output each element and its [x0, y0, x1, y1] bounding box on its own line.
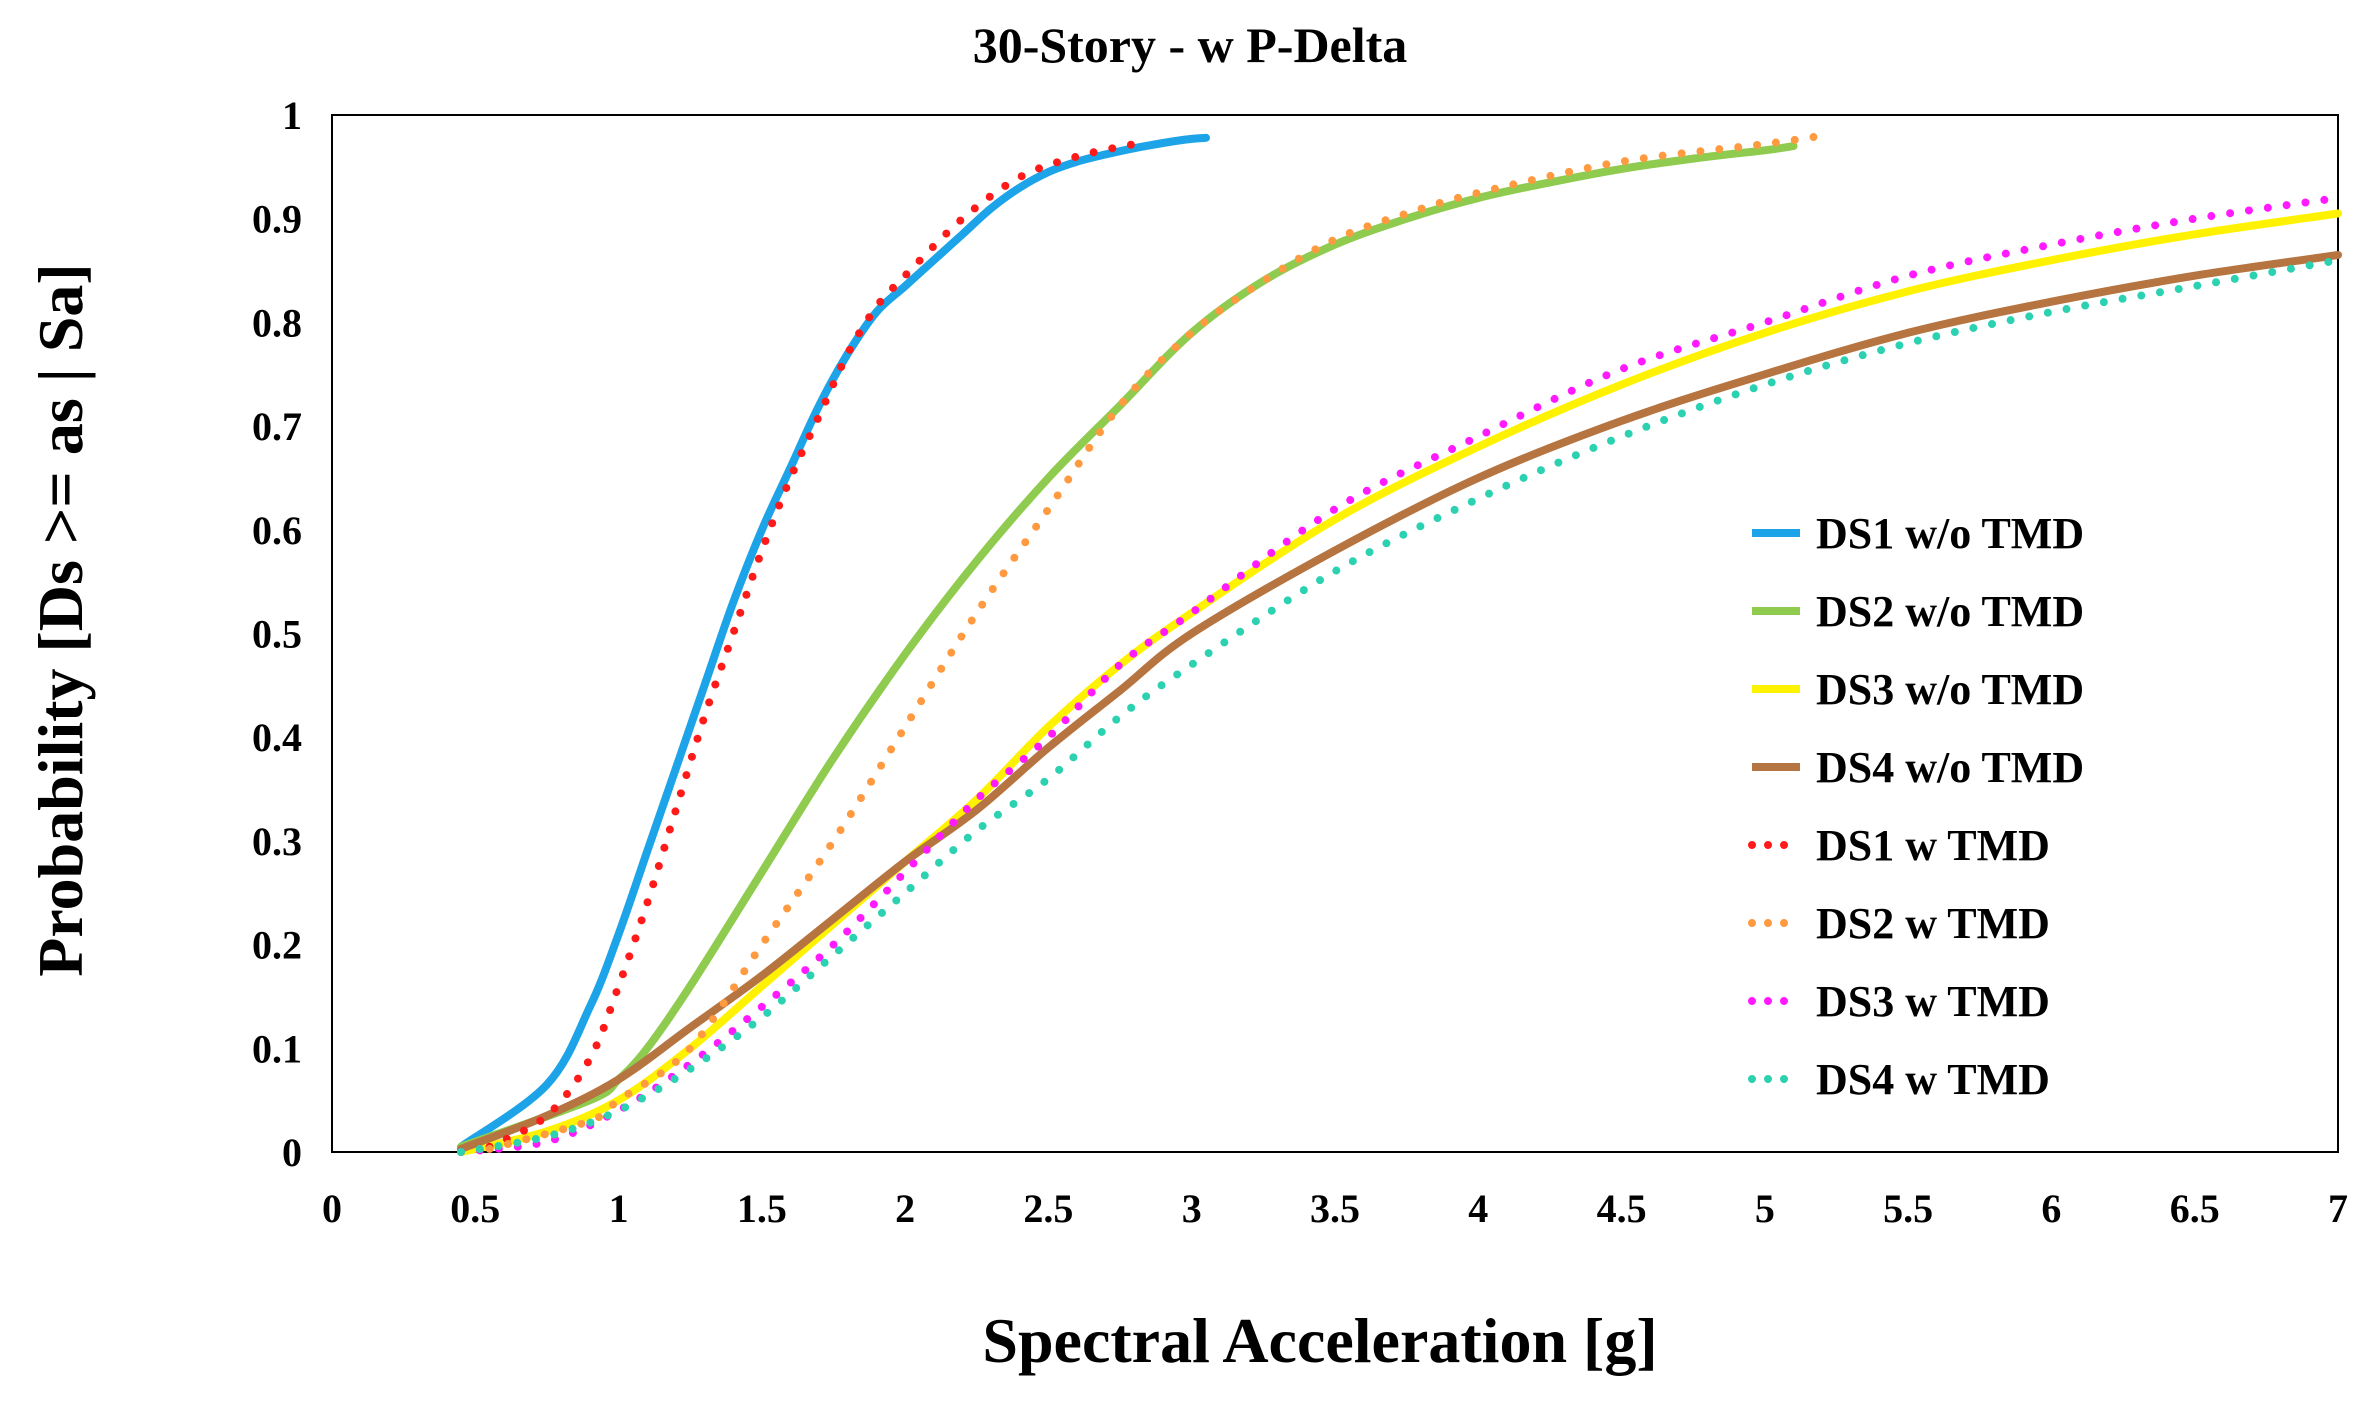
- legend-item-ds1-w-o-tmd: DS1 w/o TMD: [1752, 509, 2084, 558]
- legend-label: DS2 w TMD: [1816, 899, 2050, 948]
- y-tick-label: 1: [282, 93, 302, 138]
- x-tick-label: 5: [1755, 1186, 1775, 1231]
- legend-label: DS3 w/o TMD: [1816, 665, 2084, 714]
- series-line-ds2-w-tmd: [485, 131, 1827, 1153]
- x-tick-label: 3.5: [1310, 1186, 1360, 1231]
- legend: DS1 w/o TMD DS2 w/o TMD DS3 w/o TMD DS4 w/o…: [1748, 509, 2084, 1104]
- x-tick-label: 5.5: [1883, 1186, 1933, 1231]
- legend-item-ds2-w-tmd: DS2 w TMD: [1748, 899, 2050, 948]
- legend-label: DS4 w TMD: [1816, 1055, 2050, 1104]
- plot-frame: [331, 114, 2339, 1153]
- y-tick-label: 0: [282, 1130, 302, 1175]
- x-tick-label: 3: [1182, 1186, 1202, 1231]
- x-tick-label: 6: [2041, 1186, 2061, 1231]
- x-tick-label: 4.5: [1597, 1186, 1647, 1231]
- series-line-ds3-w-tmd: [457, 194, 2342, 1156]
- legend-item-ds4-w-o-tmd: DS4 w/o TMD: [1752, 743, 2084, 792]
- series-line-ds4-w-o-tmd: [457, 251, 2342, 1153]
- series-line-ds3-w-o-tmd: [457, 209, 2342, 1156]
- x-tick-label: 7: [2328, 1186, 2348, 1231]
- legend-item-ds3-w-tmd: DS3 w TMD: [1748, 977, 2050, 1026]
- y-tick-label: 0.9: [252, 197, 302, 242]
- legend-label: DS3 w TMD: [1816, 977, 2050, 1026]
- x-tick-label: 2: [895, 1186, 915, 1231]
- series-line-ds4-w-tmd: [457, 256, 2342, 1156]
- y-tick-label: 0.8: [252, 300, 302, 345]
- legend-label: DS1 w/o TMD: [1816, 509, 2084, 558]
- x-axis-title: Spectral Acceleration [g]: [982, 1305, 1657, 1376]
- legend-item-ds2-w-o-tmd: DS2 w/o TMD: [1752, 587, 2084, 636]
- y-tick-label: 0.6: [252, 508, 302, 553]
- x-tick-label: 6.5: [2170, 1186, 2220, 1231]
- y-tick-label: 0.1: [252, 1026, 302, 1071]
- y-tick-label: 0.7: [252, 404, 302, 449]
- y-tick-label: 0.3: [252, 819, 302, 864]
- series-line-ds2-w-o-tmd: [457, 142, 1798, 1151]
- plot-area: [457, 131, 2342, 1156]
- y-tick-label: 0.4: [252, 715, 302, 760]
- legend-label: DS4 w/o TMD: [1816, 743, 2084, 792]
- x-tick-label: 2.5: [1023, 1186, 1073, 1231]
- legend-item-ds3-w-o-tmd: DS3 w/o TMD: [1752, 665, 2084, 714]
- legend-label: DS1 w TMD: [1816, 821, 2050, 870]
- x-tick-label: 4: [1468, 1186, 1488, 1231]
- x-tick-label: 1: [609, 1186, 629, 1231]
- legend-item-ds4-w-tmd: DS4 w TMD: [1748, 1055, 2050, 1104]
- y-axis-title: Probability [Ds >= as | Sa]: [25, 263, 96, 976]
- y-tick-label: 0.2: [252, 923, 302, 968]
- legend-item-ds1-w-tmd: DS1 w TMD: [1748, 821, 2050, 870]
- legend-label: DS2 w/o TMD: [1816, 587, 2084, 636]
- chart-title: 30-Story - w P-Delta: [973, 17, 1408, 73]
- x-tick-label: 1.5: [737, 1186, 787, 1231]
- x-tick-label: 0.5: [450, 1186, 500, 1231]
- axes: 0 0.5 1 1.5 2 2.5 3 3.5 4 4.5 5 5.5 6 6.5 7 0 0.1 0.2 0.3 0…: [252, 93, 2348, 1231]
- x-tick-label: 0: [322, 1186, 342, 1231]
- series-line-ds1-w-tmd: [485, 140, 1139, 1151]
- y-tick-label: 0.5: [252, 612, 302, 657]
